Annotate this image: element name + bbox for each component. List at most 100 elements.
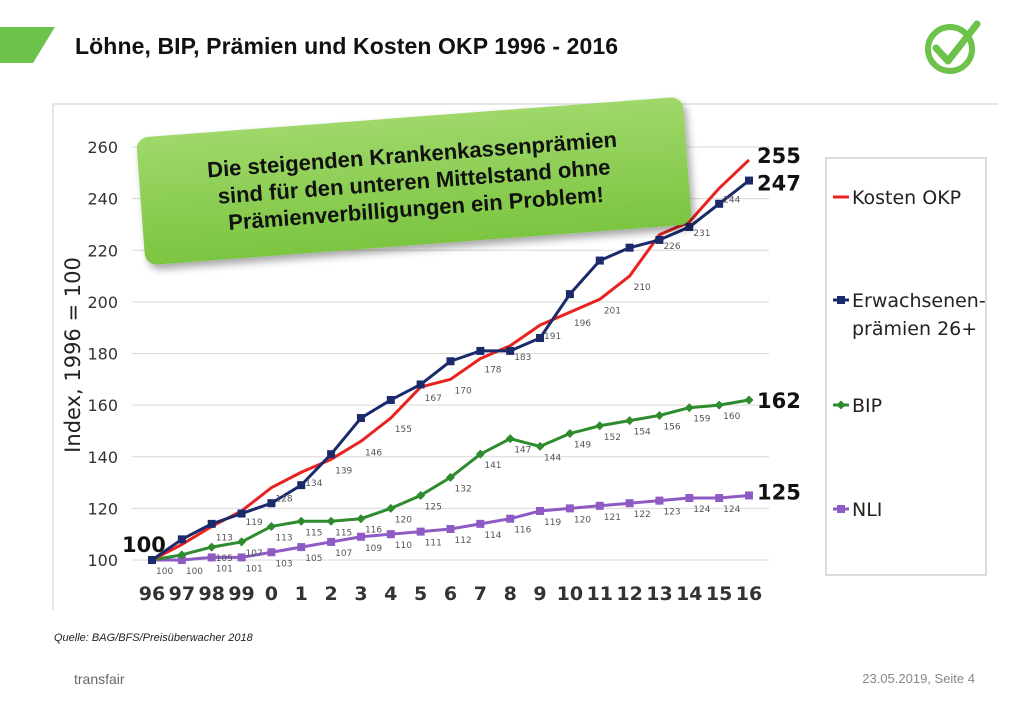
data-point [715,494,724,503]
y-tick-label: 140 [87,448,118,467]
data-point [745,176,753,185]
data-point [654,410,664,420]
y-tick-label: 260 [87,138,118,157]
start-label: 100 [122,533,166,557]
data-label: 201 [604,306,621,316]
data-point [476,346,485,355]
data-point [386,395,395,404]
data-label: 109 [365,544,382,554]
data-label: 160 [723,412,740,422]
data-point [297,543,306,552]
footer-brand: transfair [74,671,125,687]
x-tick-label: 15 [706,583,732,605]
data-point [595,501,604,510]
legend-swatch-marker [837,296,845,304]
data-point [476,519,485,528]
data-point [267,548,276,557]
data-point [625,416,635,426]
data-point [386,503,396,513]
legend-label: NLI [852,499,882,521]
data-label: 122 [634,510,651,520]
data-point [506,514,515,523]
data-label: 101 [246,564,263,574]
data-label: 110 [395,541,412,551]
data-label: 149 [574,441,591,451]
data-label: 119 [246,518,263,528]
data-label: 128 [275,495,292,505]
data-point [207,553,216,562]
data-point [237,537,247,547]
data-point [595,256,604,265]
x-tick-label: 11 [587,583,613,605]
data-point [536,506,545,515]
x-tick-label: 7 [474,583,487,605]
end-label-praemien: 247 [757,172,801,196]
data-label: 178 [484,366,501,376]
data-label: 123 [663,508,680,518]
x-tick-label: 99 [228,583,254,605]
data-label: 100 [156,567,173,577]
data-point [536,334,545,343]
data-label: 146 [365,448,382,458]
data-label: 115 [305,528,322,538]
end-label-kosten: 255 [757,144,801,168]
data-label: 139 [335,466,352,476]
data-point [356,532,365,541]
data-point [386,530,395,539]
data-label: 107 [246,549,263,559]
x-tick-label: 2 [324,583,337,605]
data-label: 134 [305,479,322,489]
data-point [685,223,694,232]
data-label: 155 [395,425,412,435]
data-label: 120 [574,515,591,525]
data-label: 141 [484,461,501,471]
y-tick-label: 220 [87,241,118,260]
data-label: 210 [634,283,651,293]
data-label: 119 [544,518,561,528]
data-label: 111 [425,539,442,549]
data-point [535,441,545,451]
data-label: 113 [216,533,233,543]
data-point [625,499,634,508]
data-point [297,481,306,490]
x-tick-label: 8 [504,583,517,605]
legend-label: prämien 26+ [852,318,977,340]
checkmark-logo-icon [925,20,981,74]
data-point [267,499,276,508]
data-point [475,449,485,459]
y-tick-label: 100 [87,551,118,570]
data-label: 114 [484,531,501,541]
data-label: 159 [693,415,710,425]
data-point [655,496,664,505]
data-point [506,346,515,355]
data-point [356,414,365,423]
data-point [685,494,694,503]
callout-text: Die steigenden Krankenkassenprämien sind… [194,124,634,237]
legend-swatch-marker [837,505,845,513]
end-label-bip: 162 [757,389,801,413]
accent-bar [0,27,55,63]
data-label: 124 [693,505,710,515]
y-tick-label: 160 [87,396,118,415]
source-note: Quelle: BAG/BFS/Preisüberwacher 2018 [54,632,253,644]
x-tick-label: 9 [533,583,546,605]
data-point [416,527,425,536]
data-point [207,519,216,528]
data-label: 101 [216,564,233,574]
data-point [356,514,366,524]
legend-swatch-marker [836,400,846,410]
x-tick-label: 98 [198,583,224,605]
x-tick-label: 4 [384,583,397,605]
data-point [148,556,156,564]
legend-label: Erwachsenen- [852,290,986,312]
data-point [565,429,575,439]
y-tick-label: 200 [87,293,118,312]
x-tick-label: 1 [295,583,308,605]
data-point [177,556,186,564]
data-label: 167 [425,394,442,404]
legend-box [825,157,987,576]
data-label: 244 [723,195,740,205]
data-point [237,553,246,562]
x-tick-label: 3 [354,583,367,605]
data-point [327,537,336,546]
